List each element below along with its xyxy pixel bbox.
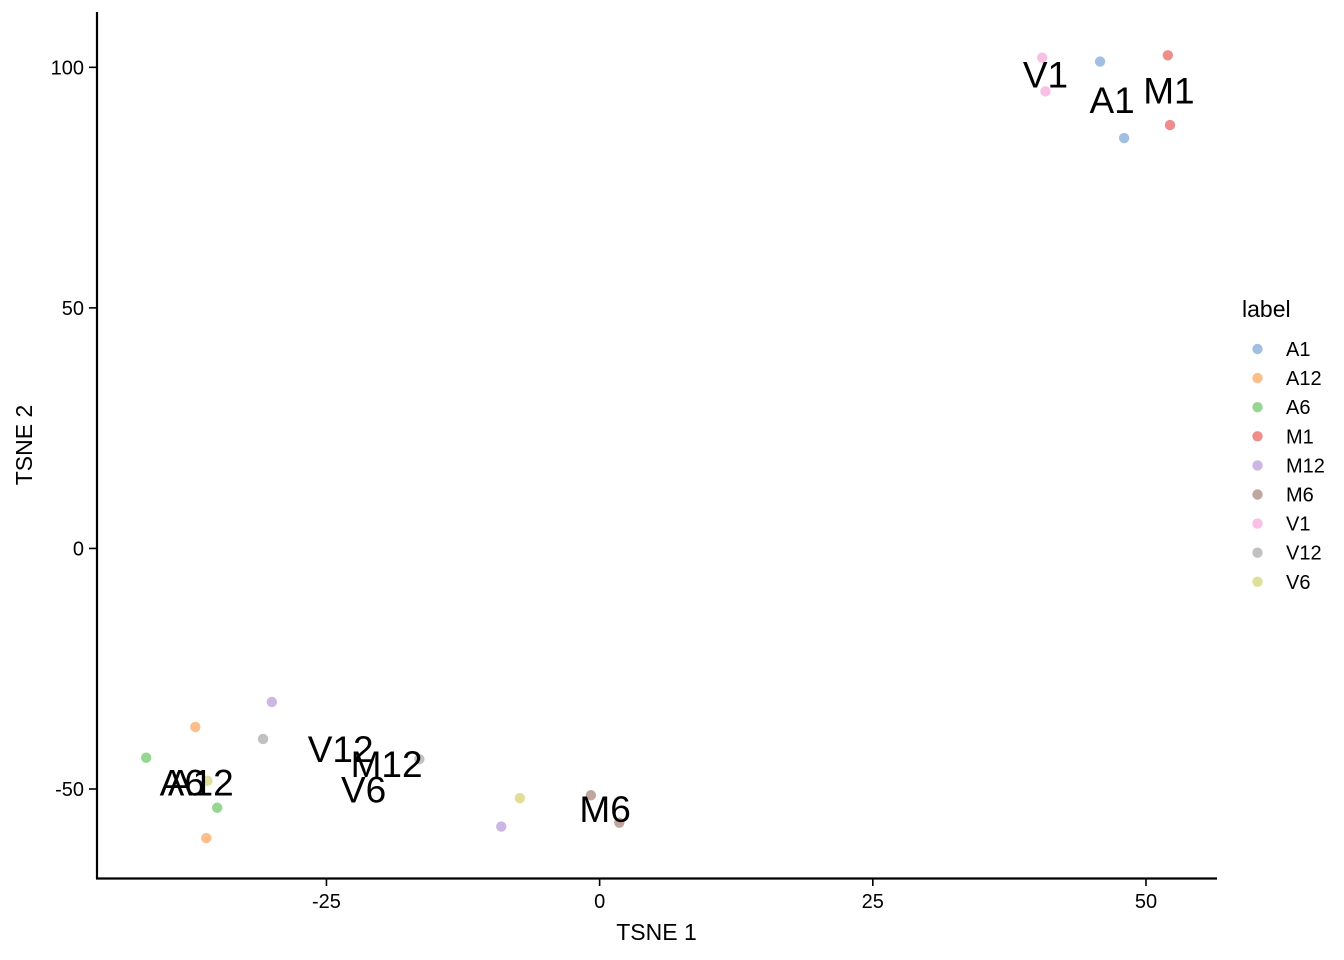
legend-key-m6 — [1252, 489, 1263, 500]
legend-key-v6 — [1252, 576, 1263, 587]
legend-key-a1 — [1252, 343, 1263, 355]
legend-key-a12 — [1252, 372, 1263, 384]
legend-label-v1: V1 — [1286, 514, 1310, 536]
legend: label A1 A12 A6 M1 M12 M6 V1 V12 V6 — [1242, 296, 1325, 594]
legend-label-a12: A12 — [1286, 368, 1322, 390]
legend-title: label — [1242, 296, 1291, 322]
x-tick-label: -25 — [312, 891, 341, 913]
point-label-m1: M1 — [1143, 70, 1194, 111]
y-axis-ticks: -50 0 50 100 — [51, 57, 97, 801]
point-v6 — [202, 775, 213, 787]
legend-label-a1: A1 — [1286, 339, 1310, 361]
legend-label-v6: V6 — [1286, 572, 1310, 594]
plot-marks — [140, 50, 1176, 844]
point-v1 — [1040, 86, 1051, 97]
legend-key-m1 — [1252, 431, 1263, 442]
point-label-v1: V1 — [1023, 55, 1068, 96]
legend-label-m12: M12 — [1286, 455, 1325, 477]
point-m12 — [496, 821, 507, 832]
point-label-m12: M12 — [351, 744, 423, 785]
point-v6 — [514, 792, 526, 804]
point-label-a1: A1 — [1089, 80, 1134, 121]
legend-key-v1 — [1252, 518, 1263, 529]
x-axis-title: TSNE 1 — [616, 919, 697, 945]
point-a1 — [1118, 132, 1130, 144]
legend-key-v12 — [1252, 547, 1263, 558]
point-v12 — [414, 753, 425, 765]
point-label-v6: V6 — [341, 769, 386, 810]
legend-label-m6: M6 — [1286, 485, 1314, 507]
x-tick-label: 25 — [862, 891, 884, 913]
y-tick-label: -50 — [55, 779, 84, 801]
x-tick-label: 0 — [594, 891, 605, 913]
point-a12 — [201, 832, 212, 844]
point-a1 — [1094, 56, 1106, 67]
point-a6 — [211, 802, 223, 813]
point-v12 — [257, 733, 269, 745]
legend-label-v12: V12 — [1286, 543, 1322, 565]
legend-key-a6 — [1252, 402, 1263, 413]
legend-label-m1: M1 — [1286, 426, 1314, 448]
point-m6 — [585, 790, 597, 801]
legend-key-m12 — [1252, 460, 1263, 471]
y-tick-label: 50 — [62, 298, 84, 320]
point-m1 — [1162, 50, 1174, 61]
point-label-m6: M6 — [579, 789, 630, 830]
y-axis-title: TSNE 2 — [11, 405, 37, 486]
point-v1 — [1036, 52, 1048, 63]
y-tick-label: 100 — [51, 57, 84, 79]
x-tick-label: 50 — [1135, 891, 1157, 913]
point-a12 — [190, 721, 201, 733]
point-m6 — [614, 817, 625, 828]
x-axis-ticks: -25 0 25 50 — [312, 878, 1157, 913]
legend-label-a6: A6 — [1286, 397, 1310, 419]
point-label-a12: A12 — [168, 763, 234, 804]
y-tick-label: 0 — [73, 538, 84, 560]
point-label-a6: A6 — [160, 763, 205, 804]
point-label-v12: V12 — [308, 729, 374, 770]
point-m12 — [266, 696, 278, 708]
point-a6 — [140, 752, 152, 763]
point-m1 — [1164, 119, 1176, 131]
